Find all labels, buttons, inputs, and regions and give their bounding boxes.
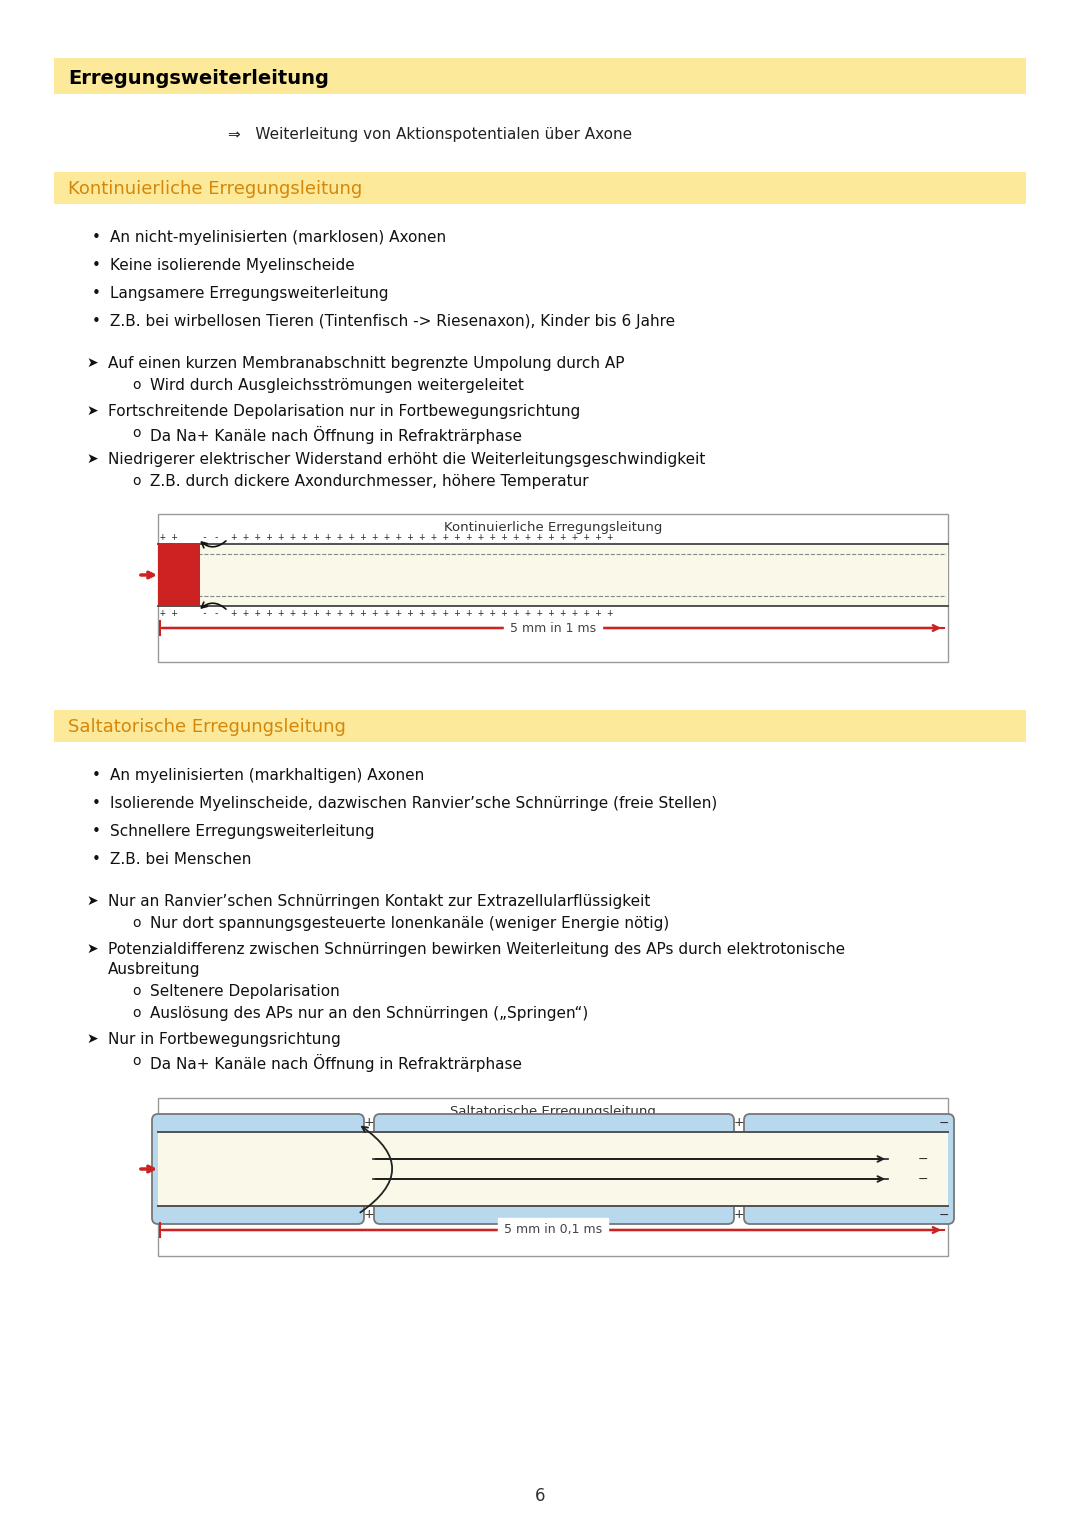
Text: •: • (92, 825, 100, 838)
Text: + +: + + (160, 531, 177, 542)
Text: 6: 6 (535, 1487, 545, 1506)
Bar (158, 544, 948, 606)
Text: Schnellere Erregungsweiterleitung: Schnellere Erregungsweiterleitung (110, 825, 375, 838)
Text: o: o (132, 473, 140, 489)
Text: Saltatorische Erregungsleitung: Saltatorische Erregungsleitung (450, 1104, 656, 1118)
Text: •: • (92, 231, 100, 244)
Text: +: + (364, 1208, 375, 1222)
Bar (158, 1098, 948, 1257)
Bar (54, 173, 1026, 205)
Text: Auf einen kurzen Membranabschnitt begrenzte Umpolung durch AP: Auf einen kurzen Membranabschnitt begren… (108, 356, 624, 371)
FancyBboxPatch shape (152, 1115, 364, 1225)
Bar (54, 710, 1026, 742)
Text: +: + (733, 1208, 744, 1222)
Text: Nur dort spannungsgesteuerte Ionenkanäle (weniger Energie nötig): Nur dort spannungsgesteuerte Ionenkanäle… (150, 916, 670, 931)
Bar (54, 58, 1026, 95)
Text: o: o (132, 1054, 140, 1067)
Text: ⇒   Weiterleitung von Aktionspotentialen über Axone: ⇒ Weiterleitung von Aktionspotentialen ü… (228, 127, 632, 142)
Text: Niedrigerer elektrischer Widerstand erhöht die Weiterleitungsgeschwindigkeit: Niedrigerer elektrischer Widerstand erhö… (108, 452, 705, 467)
Text: Saltatorische Erregungsleitung: Saltatorische Erregungsleitung (68, 718, 346, 736)
Text: •: • (92, 852, 100, 867)
Text: −: − (939, 1116, 949, 1130)
Text: An myelinisierten (markhaltigen) Axonen: An myelinisierten (markhaltigen) Axonen (110, 768, 424, 783)
Text: o: o (132, 916, 140, 930)
Text: •: • (92, 315, 100, 328)
Text: Langsamere Erregungsweiterleitung: Langsamere Erregungsweiterleitung (110, 286, 389, 301)
Text: o: o (132, 983, 140, 999)
Text: + +: + + (160, 608, 177, 618)
Text: Nur an Ranvier’schen Schnürringen Kontakt zur Extrazellularflüssigkeit: Nur an Ranvier’schen Schnürringen Kontak… (108, 893, 650, 909)
Text: 5 mm in 0,1 ms: 5 mm in 0,1 ms (504, 1223, 602, 1237)
Text: ➤: ➤ (86, 942, 97, 956)
FancyBboxPatch shape (374, 1115, 734, 1225)
Text: o: o (132, 1006, 140, 1020)
Text: Z.B. bei Menschen: Z.B. bei Menschen (110, 852, 252, 867)
Text: Kontinuierliche Erregungsleitung: Kontinuierliche Erregungsleitung (68, 180, 362, 199)
Text: Fortschreitende Depolarisation nur in Fortbewegungsrichtung: Fortschreitende Depolarisation nur in Fo… (108, 405, 580, 418)
Text: Potenzialdifferenz zwischen Schnürringen bewirken Weiterleitung des APs durch el: Potenzialdifferenz zwischen Schnürringen… (108, 942, 846, 957)
Text: •: • (92, 286, 100, 301)
Text: 5 mm in 1 ms: 5 mm in 1 ms (510, 621, 596, 635)
Text: Ausbreitung: Ausbreitung (108, 962, 201, 977)
Text: +: + (364, 1116, 375, 1130)
Text: Nur in Fortbewegungsrichtung: Nur in Fortbewegungsrichtung (108, 1032, 341, 1048)
Text: Keine isolierende Myelinscheide: Keine isolierende Myelinscheide (110, 258, 354, 273)
Bar (158, 544, 200, 606)
Text: Kontinuierliche Erregungsleitung: Kontinuierliche Erregungsleitung (444, 521, 662, 533)
Text: - -  + + + + + + + + + + + + + + + + + + + + + + + + + + + + + + + + +: - - + + + + + + + + + + + + + + + + + + … (202, 608, 619, 618)
Text: −: − (918, 1173, 928, 1185)
FancyBboxPatch shape (744, 1115, 954, 1225)
Text: Z.B. bei wirbellosen Tieren (Tintenfisch -> Riesenaxon), Kinder bis 6 Jahre: Z.B. bei wirbellosen Tieren (Tintenfisch… (110, 315, 675, 328)
Text: ➤: ➤ (86, 356, 97, 370)
Text: ➤: ➤ (86, 405, 97, 418)
Text: ➤: ➤ (86, 1032, 97, 1046)
Text: −: − (939, 1208, 949, 1222)
Text: +: + (733, 1116, 744, 1130)
Text: −: − (918, 1153, 928, 1165)
Text: Wird durch Ausgleichsströmungen weitergeleitet: Wird durch Ausgleichsströmungen weiterge… (150, 379, 524, 392)
Bar (158, 515, 948, 663)
Text: Da Na+ Kanäle nach Öffnung in Refrakträrphase: Da Na+ Kanäle nach Öffnung in Refrakträr… (150, 1054, 522, 1072)
Text: - -  + + + + + + + + + + + + + + + + + + + + + + + + + + + + + + + + +: - - + + + + + + + + + + + + + + + + + + … (202, 531, 619, 542)
Text: ➤: ➤ (86, 893, 97, 909)
Text: o: o (132, 379, 140, 392)
Text: An nicht-myelinisierten (marklosen) Axonen: An nicht-myelinisierten (marklosen) Axon… (110, 231, 446, 244)
Text: •: • (92, 258, 100, 273)
Text: o: o (132, 426, 140, 440)
Text: Isolierende Myelinscheide, dazwischen Ranvier’sche Schnürringe (freie Stellen): Isolierende Myelinscheide, dazwischen Ra… (110, 796, 717, 811)
Text: Seltenere Depolarisation: Seltenere Depolarisation (150, 983, 340, 999)
Text: Auslösung des APs nur an den Schnürringen („Springen“): Auslösung des APs nur an den Schnürringe… (150, 1006, 589, 1022)
Text: Erregungsweiterleitung: Erregungsweiterleitung (68, 69, 329, 87)
Text: •: • (92, 796, 100, 811)
Text: •: • (92, 768, 100, 783)
Bar (158, 1132, 948, 1206)
Text: Z.B. durch dickere Axondurchmesser, höhere Temperatur: Z.B. durch dickere Axondurchmesser, höhe… (150, 473, 589, 489)
Bar (158, 1132, 948, 1206)
Text: Da Na+ Kanäle nach Öffnung in Refrakträrphase: Da Na+ Kanäle nach Öffnung in Refrakträr… (150, 426, 522, 444)
Text: ➤: ➤ (86, 452, 97, 466)
